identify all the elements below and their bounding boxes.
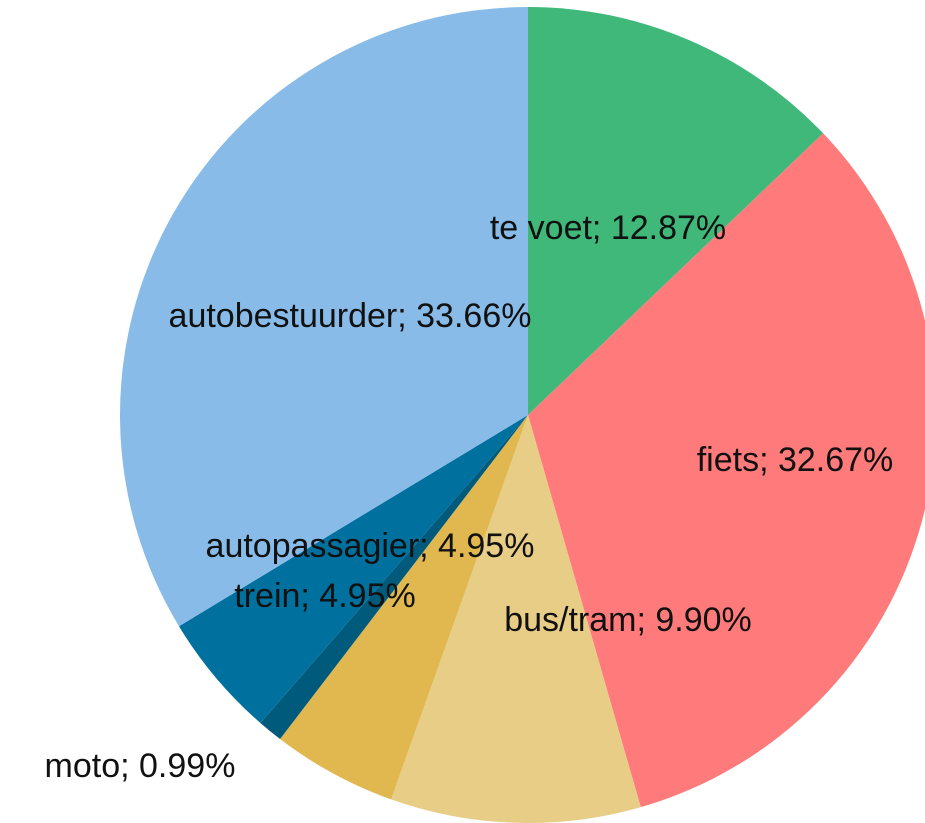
pie-slice: [178, 415, 528, 723]
slice-label: te voet; 12.87%: [490, 209, 726, 247]
slice-label: autobestuurder; 33.66%: [169, 297, 532, 335]
slice-label: autopassagier; 4.95%: [206, 527, 535, 565]
slice-label: trein; 4.95%: [234, 577, 415, 615]
pie-slice: [280, 415, 528, 800]
pie-slice: [391, 415, 641, 823]
pie-slice: [260, 415, 528, 740]
pie-slice: [528, 7, 824, 415]
slice-label: bus/tram; 9.90%: [504, 601, 752, 639]
pie-slice: [528, 133, 925, 808]
slice-label: moto; 0.99%: [45, 747, 236, 785]
slice-label: fiets; 32.67%: [697, 441, 894, 479]
pie-slice: [120, 7, 529, 627]
